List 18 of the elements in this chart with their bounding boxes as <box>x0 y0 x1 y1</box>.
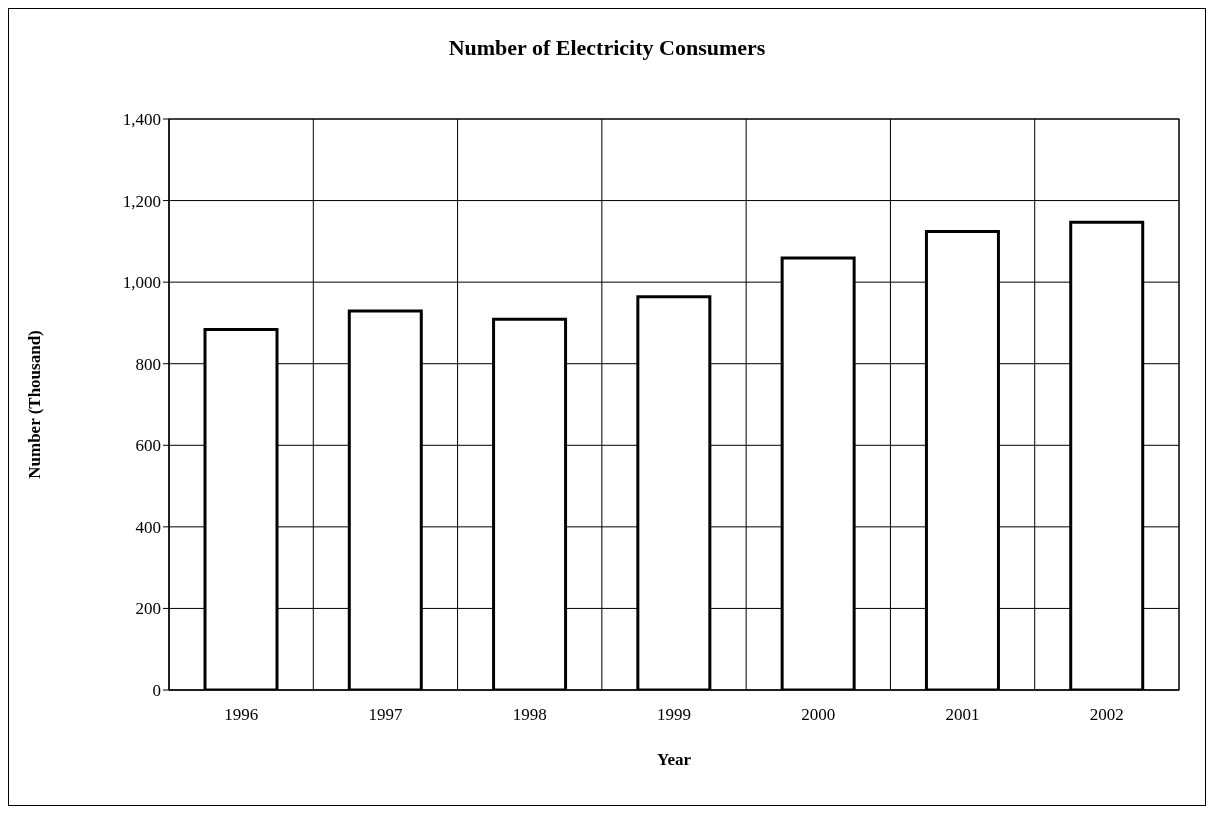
x-tick-label: 2001 <box>945 705 980 725</box>
y-tick-label: 600 <box>135 436 161 456</box>
x-tick-label: 1996 <box>224 705 259 725</box>
x-tick-label: 1998 <box>512 705 547 725</box>
y-tick-label: 0 <box>152 681 161 701</box>
chart-title: Number of Electricity Consumers <box>447 35 767 61</box>
y-tick-label: 400 <box>135 517 161 537</box>
y-tick-label: 1,000 <box>122 273 161 293</box>
x-axis-title: Year <box>657 750 692 769</box>
y-tick-label: 200 <box>135 599 161 619</box>
y-axis-title: Number (Thousand) <box>25 330 45 479</box>
x-tick-label: 1997 <box>368 705 403 725</box>
x-tick-label: 2002 <box>1089 705 1124 725</box>
x-tick-label: 1999 <box>657 705 691 725</box>
y-tick-label: 800 <box>135 354 161 374</box>
y-tick-label: 1,200 <box>122 191 161 211</box>
x-tick-label: 2000 <box>801 705 836 725</box>
y-tick-label: 1,400 <box>122 110 161 130</box>
